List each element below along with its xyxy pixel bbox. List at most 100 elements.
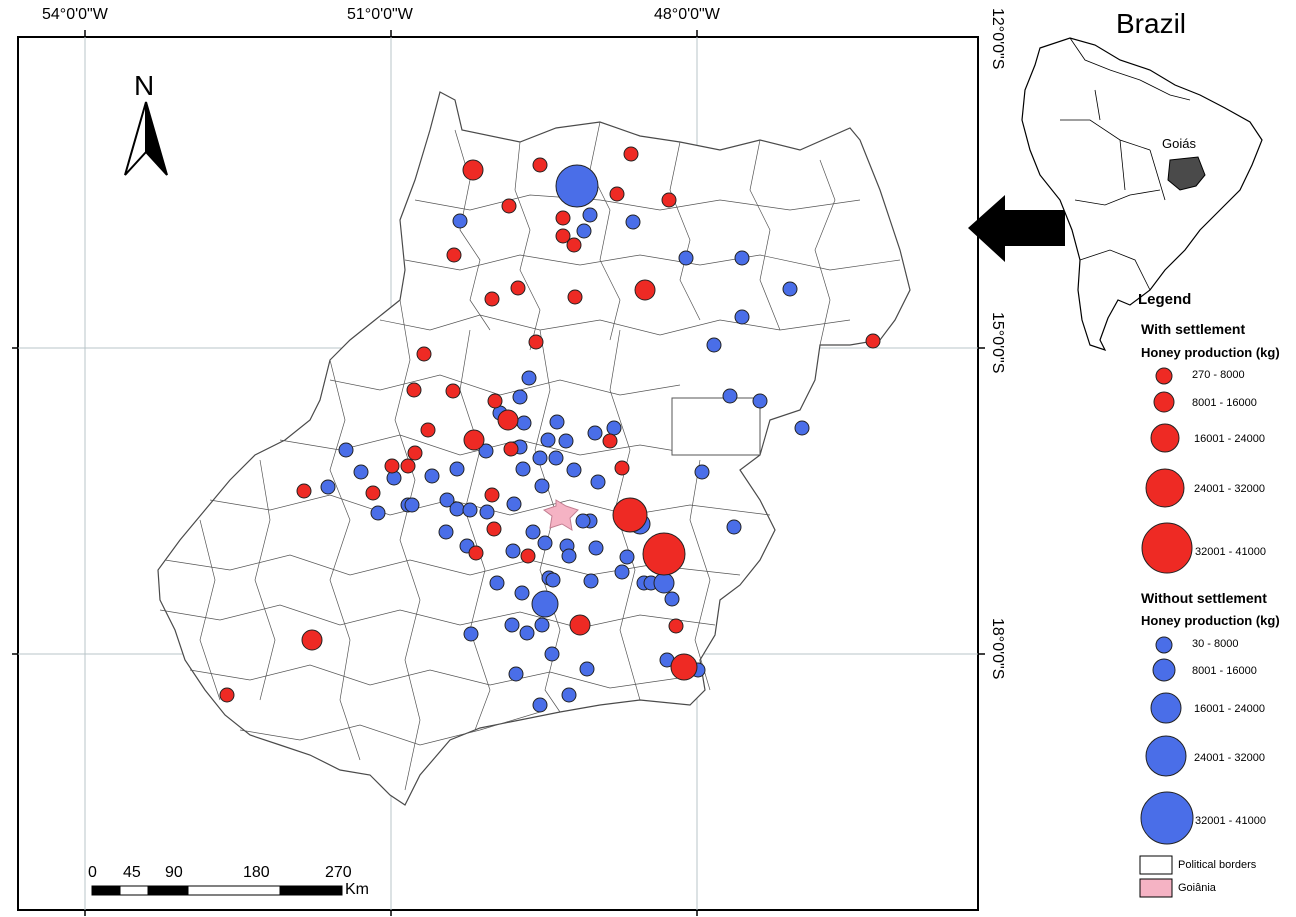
legend-without-symbol-2: [1152, 658, 1176, 682]
point-with-settlement: [296, 483, 312, 499]
point-without-settlement: [534, 617, 550, 633]
lon-label-54w: 54°0'0"W: [42, 6, 108, 23]
point-without-settlement: [449, 461, 465, 477]
point-with-settlement: [219, 687, 235, 703]
point-without-settlement: [587, 425, 603, 441]
point-with-settlement: [406, 382, 422, 398]
point-without-settlement: [544, 646, 560, 662]
legend-without-class-3: 16001 - 24000: [1194, 703, 1265, 715]
point-without-settlement: [588, 540, 604, 556]
point-without-settlement: [558, 433, 574, 449]
point-with-settlement: [503, 441, 519, 457]
point-without-settlement: [722, 388, 738, 404]
goiania-area: [542, 499, 579, 531]
point-without-settlement: [508, 666, 524, 682]
point-without-settlement: [506, 496, 522, 512]
legend-political-label: Political borders: [1178, 859, 1257, 871]
legend-with-class-3: 16001 - 24000: [1194, 433, 1265, 445]
point-with-settlement: [865, 333, 881, 349]
point-without-settlement: [489, 575, 505, 591]
point-with-settlement: [445, 383, 461, 399]
point-without-settlement: [582, 207, 598, 223]
scale-unit: Km: [345, 881, 369, 898]
legend-goiania-label: Goiânia: [1178, 882, 1216, 894]
point-without-settlement: [734, 250, 750, 266]
point-with-settlement: [602, 433, 618, 449]
point-without-settlement: [438, 524, 454, 540]
point-with-settlement: [462, 159, 484, 181]
south-america-outline: [1021, 37, 1263, 352]
inset-goias-label: Goiás: [1162, 136, 1196, 151]
point-with-settlement: [642, 532, 686, 576]
point-with-settlement: [555, 210, 571, 226]
point-without-settlement: [521, 370, 537, 386]
point-without-settlement: [678, 250, 694, 266]
point-with-settlement: [528, 334, 544, 350]
point-with-settlement: [670, 653, 698, 681]
point-without-settlement: [452, 213, 468, 229]
point-with-settlement: [463, 429, 485, 451]
pointer-arrow: [968, 195, 1065, 262]
scale-bar: [91, 885, 343, 896]
legend-with-class-5: 32001 - 41000: [1195, 546, 1266, 558]
point-without-settlement: [505, 543, 521, 559]
legend-with-class-2: 8001 - 16000: [1192, 397, 1257, 409]
point-without-settlement: [794, 420, 810, 436]
point-without-settlement: [404, 497, 420, 513]
legend-without-symbols: [1140, 636, 1194, 845]
point-without-settlement: [519, 625, 535, 641]
point-without-settlement: [531, 590, 559, 618]
scale-tick-180: 180: [243, 864, 270, 881]
point-with-settlement: [634, 279, 656, 301]
legend-without-class-2: 8001 - 16000: [1192, 665, 1257, 677]
points-with-settlement: [219, 146, 881, 703]
point-with-settlement: [609, 186, 625, 202]
point-without-settlement: [515, 461, 531, 477]
legend-without-subheading: Honey production (kg): [1141, 613, 1280, 628]
point-without-settlement: [619, 549, 635, 565]
legend-without-symbol-3: [1150, 692, 1182, 724]
point-without-settlement: [575, 513, 591, 529]
legend-with-subheading: Honey production (kg): [1141, 345, 1280, 360]
legend-with-symbol-2: [1153, 391, 1175, 413]
point-with-settlement: [566, 237, 582, 253]
lat-label-12s: 12°0'0"S: [989, 8, 1006, 70]
point-with-settlement: [301, 629, 323, 651]
lat-label-18s: 18°0'0"S: [989, 618, 1006, 680]
north-label: N: [134, 70, 155, 101]
legend-without-heading: Without settlement: [1141, 590, 1267, 606]
legend-with-heading: With settlement: [1141, 321, 1246, 337]
scale-tick-45: 45: [123, 864, 141, 881]
point-without-settlement: [566, 462, 582, 478]
point-without-settlement: [606, 420, 622, 436]
legend-without-symbol-5: [1140, 791, 1194, 845]
legend-with-class-4: 24001 - 32000: [1194, 483, 1265, 495]
inset-title: Brazil: [1116, 8, 1187, 39]
point-with-settlement: [484, 291, 500, 307]
point-without-settlement: [752, 393, 768, 409]
point-with-settlement: [555, 228, 571, 244]
lat-label-15s: 15°0'0"S: [989, 312, 1006, 374]
point-with-settlement: [567, 289, 583, 305]
legend-without-class-5: 32001 - 41000: [1195, 815, 1266, 827]
legend-with-symbols: [1141, 367, 1193, 574]
point-without-settlement: [576, 223, 592, 239]
point-without-settlement: [706, 337, 722, 353]
point-without-settlement: [525, 524, 541, 540]
point-without-settlement: [449, 501, 465, 517]
point-with-settlement: [446, 247, 462, 263]
point-without-settlement: [514, 585, 530, 601]
point-without-settlement: [439, 492, 455, 508]
point-with-settlement: [407, 445, 423, 461]
point-without-settlement: [561, 687, 577, 703]
frame-ticks: [12, 30, 985, 916]
point-without-settlement: [516, 415, 532, 431]
goias-inset-shape: [1167, 156, 1206, 191]
point-without-settlement: [462, 502, 478, 518]
legend-without-class-1: 30 - 8000: [1192, 638, 1239, 650]
scale-tick-270: 270: [325, 864, 352, 881]
point-with-settlement: [497, 409, 519, 431]
legend-without-symbol-1: [1155, 636, 1173, 654]
point-without-settlement: [338, 442, 354, 458]
